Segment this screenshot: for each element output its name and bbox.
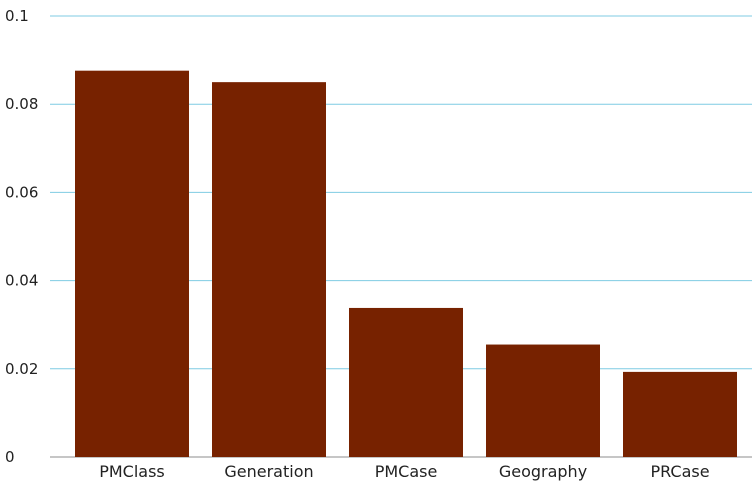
y-tick-label: 0.06 (5, 183, 38, 201)
x-tick-label: PMClass (99, 462, 165, 481)
bar-geography (486, 344, 600, 457)
y-tick-label: 0.08 (5, 95, 38, 113)
x-tick-label: PRCase (650, 462, 709, 481)
x-tick-label: Geography (499, 462, 587, 481)
y-tick-label: 0 (5, 448, 15, 466)
bar-prcase (623, 371, 737, 457)
x-axis-tick-labels: PMClass Generation PMCase Geography PRCase (99, 462, 709, 481)
y-tick-label: 0.04 (5, 272, 38, 290)
bar-pmcase (349, 307, 463, 457)
bar-generation (212, 82, 326, 458)
bars (75, 70, 737, 458)
x-tick-label: PMCase (375, 462, 438, 481)
y-tick-label: 0.1 (5, 7, 29, 25)
bar-pmclass (75, 70, 189, 458)
y-axis-tick-labels: 0 0.02 0.04 0.06 0.08 0.1 (5, 7, 38, 466)
y-tick-label: 0.02 (5, 360, 38, 378)
x-tick-label: Generation (224, 462, 313, 481)
